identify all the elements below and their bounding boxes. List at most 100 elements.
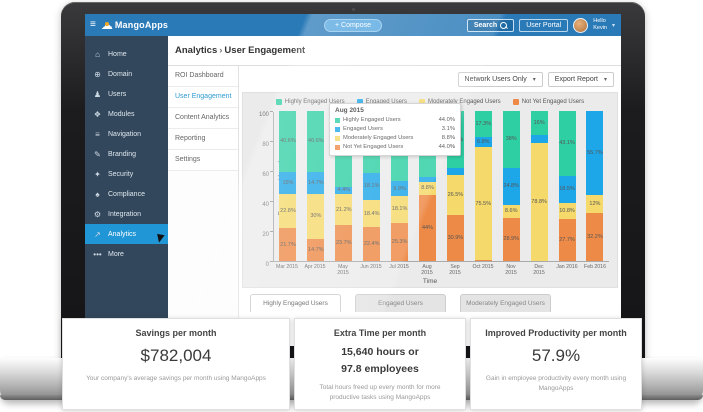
bar-feb-2016[interactable]: 55.7% 12% 32.2% bbox=[586, 111, 604, 261]
bar-mar-2015[interactable]: 40.6% 15% 22.8% 21.7% bbox=[279, 111, 297, 261]
mango-dot-icon bbox=[104, 22, 109, 26]
tooltip-row: Engaged Users 3.1% bbox=[335, 125, 455, 134]
segment-moderately-engaged-users: 18.1% bbox=[391, 195, 409, 224]
y-tick-mark bbox=[270, 201, 273, 202]
tooltip-title: Aug 2015 bbox=[335, 107, 364, 114]
tab-moderately-engaged-users[interactable]: Moderately Engaged Users bbox=[460, 294, 551, 312]
sidebar-item-security[interactable]: ✦ Security bbox=[85, 164, 168, 184]
breadcrumb-section[interactable]: Analytics bbox=[175, 45, 218, 56]
segment-engaged-users: 24.8% bbox=[502, 167, 520, 205]
sidebar-item-more[interactable]: ••• More bbox=[85, 244, 168, 264]
sidebar-item-compliance[interactable]: ♠ Compliance bbox=[85, 184, 168, 204]
stat-card-savings-per-month: Savings per month $782,004 Your company's … bbox=[62, 318, 290, 410]
breadcrumb-separator: › bbox=[219, 45, 223, 56]
segment-moderately-engaged-users: 21.2% bbox=[335, 193, 353, 226]
sidebar-item-branding[interactable]: ✎ Branding bbox=[85, 144, 168, 164]
segment-highly-engaged-users: 38% bbox=[502, 111, 520, 168]
segment-not-yet-engaged-users: 44% bbox=[418, 195, 436, 261]
user-portal-button[interactable]: User Portal bbox=[519, 18, 569, 32]
y-tick-mark bbox=[270, 261, 273, 262]
x-axis-labels: Mar 2015 Apr 2015 May 2015 Jun 2015 Jul 2015… bbox=[273, 264, 609, 276]
segment-engaged-users bbox=[446, 168, 464, 175]
y-tick-label: 100 bbox=[258, 112, 269, 118]
hamburger-menu-icon[interactable]: ≡ bbox=[90, 19, 96, 30]
bar-oct-2015[interactable]: 17.3% 6.8% 75.5% bbox=[474, 111, 492, 261]
tooltip-row: Moderately Engaged Users 8.8% bbox=[335, 134, 455, 143]
page-title: User Engagement bbox=[224, 45, 306, 56]
y-tick-mark bbox=[270, 141, 273, 142]
chevron-down-icon[interactable]: ▾ bbox=[611, 22, 615, 29]
brand-logo[interactable]: ☁ MangoApps bbox=[101, 19, 168, 31]
sidebar-item-navigation[interactable]: ≡ Navigation bbox=[85, 124, 168, 144]
segment-highly-engaged-users: 16% bbox=[530, 111, 548, 136]
bar-dec-2015[interactable]: 16% 78.8% bbox=[530, 111, 548, 261]
legend-item-engaged-users: Engaged Users bbox=[356, 99, 407, 105]
y-tick-mark bbox=[270, 231, 273, 232]
stat-card-title: Extra Time per month bbox=[333, 328, 427, 338]
subnav-item-reporting[interactable]: Reporting bbox=[168, 129, 238, 150]
tab-highly-engaged-users[interactable]: Highly Engaged Users bbox=[250, 294, 341, 312]
avatar[interactable] bbox=[573, 17, 589, 33]
export-report-dropdown[interactable]: Export Report ▾ bbox=[547, 71, 614, 87]
segment-moderately-engaged-users: 75.5% bbox=[474, 147, 492, 261]
sidebar-item-analytics[interactable]: ↗ Analytics bbox=[85, 224, 168, 244]
sidebar-item-home[interactable]: ⌂ Home bbox=[85, 44, 168, 64]
segment-moderately-engaged-users: 10.8% bbox=[558, 203, 576, 220]
brand-name: MangoApps bbox=[114, 20, 169, 30]
legend-item-moderately-engaged-users: Moderately Engaged Users bbox=[418, 99, 501, 105]
y-tick-mark bbox=[270, 111, 273, 112]
segment-engaged-users: 55.7% bbox=[586, 111, 604, 195]
x-tick-label: Dec 2015 bbox=[533, 264, 545, 276]
segment-moderately-engaged-users: 30% bbox=[307, 193, 325, 239]
segment-engaged-users: 9.9% bbox=[391, 181, 409, 196]
legend-label: Not Yet Engaged Users bbox=[521, 99, 585, 105]
x-tick-label: Mar 2015 bbox=[276, 264, 298, 270]
tab-engaged-users[interactable]: Engaged Users bbox=[355, 294, 446, 312]
stat-card-value: $782,004 bbox=[140, 346, 212, 365]
bar-jan-2016[interactable]: 43.1% 18.5% 10.8% 27.7% bbox=[558, 111, 576, 261]
tooltip-label: Not Yet Engaged Users bbox=[343, 143, 404, 150]
tooltip-value: 3.1% bbox=[441, 125, 455, 132]
legend-swatch bbox=[356, 99, 363, 105]
tooltip-label: Moderately Engaged Users bbox=[343, 134, 414, 141]
subnav: ROI Dashboard User Engagement Content Anal… bbox=[168, 66, 239, 346]
chevron-down-icon: ▾ bbox=[603, 76, 607, 83]
search-button[interactable]: Search bbox=[466, 18, 515, 32]
x-tick-label: Jun 2015 bbox=[360, 264, 382, 270]
segment-not-yet-engaged-users: 22.4% bbox=[363, 227, 381, 261]
segment-moderately-engaged-users: 26.5% bbox=[446, 174, 464, 215]
segment-not-yet-engaged-users: 27.7% bbox=[558, 219, 576, 261]
sidebar-item-label: Security bbox=[108, 170, 134, 178]
bar-nov-2015[interactable]: 38% 24.8% 8.6% 28.9% bbox=[502, 111, 520, 261]
tooltip-value: 8.8% bbox=[441, 134, 455, 141]
segment-engaged-users: 18.5% bbox=[558, 175, 576, 204]
sidebar-item-label: Integration bbox=[108, 210, 142, 218]
subnav-item-roi-dashboard[interactable]: ROI Dashboard bbox=[168, 66, 238, 87]
main-panel: Network Users Only ▾ Export Report ▾ Highl… bbox=[239, 66, 621, 346]
sidebar-item-label: Home bbox=[108, 50, 127, 58]
subnav-item-settings[interactable]: Settings bbox=[168, 150, 238, 171]
legend-item-not-yet-engaged-users: Not Yet Engaged Users bbox=[512, 99, 585, 105]
tooltip-label: Engaged Users bbox=[343, 125, 383, 132]
subnav-item-user-engagement[interactable]: User Engagement bbox=[168, 87, 238, 108]
sidebar-item-integration[interactable]: ⚙ Integration bbox=[85, 204, 168, 224]
subnav-item-content-analytics[interactable]: Content Analytics bbox=[168, 108, 238, 129]
sidebar-item-label: Users bbox=[108, 90, 127, 98]
bar-apr-2015[interactable]: 40.6% 14.7% 30% 14.7% bbox=[307, 111, 325, 261]
tooltip-swatch bbox=[335, 117, 340, 123]
legend-item-highly-engaged-users: Highly Engaged Users bbox=[275, 99, 345, 105]
segment-moderately-engaged-users: 22.8% bbox=[279, 194, 297, 229]
sidebar-item-modules[interactable]: ❖ Modules bbox=[85, 104, 168, 124]
app-body: ⌂ Home ⊕ Domain ♟ Users ❖ Modules ≡ Navigation ✎ Br… bbox=[85, 36, 621, 346]
compose-button[interactable]: + Compose bbox=[324, 18, 382, 32]
segment-moderately-engaged-users: 12% bbox=[586, 194, 604, 213]
network-users-dropdown[interactable]: Network Users Only ▾ bbox=[457, 71, 543, 87]
sidebar-item-domain[interactable]: ⊕ Domain bbox=[85, 64, 168, 84]
segment-moderately-engaged-users: 18.4% bbox=[363, 199, 381, 228]
laptop-screen: ≡ ☁ MangoApps + Compose Search User Port… bbox=[85, 14, 621, 346]
tooltip-value: 44.0% bbox=[438, 143, 455, 150]
sidebar-item-users[interactable]: ♟ Users bbox=[85, 84, 168, 104]
stat-card-title: Improved Productivity per month bbox=[485, 328, 627, 338]
webcam-dot bbox=[352, 8, 355, 11]
